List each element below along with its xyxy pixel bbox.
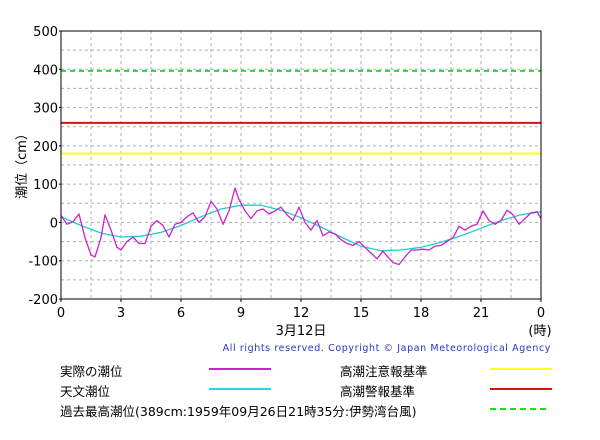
legend-actual-swatch: [209, 368, 271, 370]
y-tick-label: -100: [28, 255, 58, 270]
x-tick-label: 0: [537, 306, 545, 321]
y-tick-label: 0: [50, 216, 58, 231]
y-tick-label: 100: [33, 178, 58, 193]
y-tick-label: 500: [33, 25, 58, 40]
x-tick-label: 18: [413, 306, 430, 321]
x-axis-label: 3月12日: [276, 324, 327, 339]
legend-record-swatch: [490, 408, 546, 410]
copyright-notice: All rights reserved. Copyright © Japan M…: [222, 343, 551, 354]
x-axis-unit: (時): [528, 324, 551, 339]
y-tick-label: 200: [33, 140, 58, 155]
legend-warning-swatch: [490, 388, 552, 390]
x-tick-label: 9: [237, 306, 245, 321]
y-axis-label: 潮位（cm）: [15, 127, 30, 199]
legend-astronomical-swatch: [209, 388, 271, 390]
legend-astronomical-label: 天文潮位: [60, 384, 111, 399]
y-tick-label: -200: [28, 293, 58, 308]
tide-chart: 500 400 300 200 100 0 -100 -200 0 3 6 9 12 15 18 21 0 潮…: [15, 25, 552, 339]
series-lines: [60, 187, 542, 266]
x-tick-label: 6: [177, 306, 185, 321]
y-tick-label: 300: [33, 102, 58, 117]
x-tick-labels: 0 3 6 9 12 15 18 21 0: [57, 299, 545, 321]
x-tick-label: 12: [293, 306, 310, 321]
legend-warning-label: 高潮警報基準: [340, 384, 416, 399]
legend-advisory-swatch: [490, 368, 552, 370]
astronomical-tide-line: [60, 204, 542, 252]
legend-actual-label: 実際の潮位: [60, 364, 123, 379]
y-tick-labels: 500 400 300 200 100 0 -100 -200: [28, 25, 61, 308]
actual-tide-line: [60, 187, 542, 266]
x-tick-label: 21: [473, 306, 490, 321]
legend-record-label: 過去最高潮位(389cm:1959年09月26日21時35分:伊勢湾台風): [60, 404, 417, 419]
threshold-lines: [61, 69, 541, 155]
x-tick-label: 15: [353, 306, 370, 321]
grid-lines: [61, 31, 541, 299]
y-tick-label: 400: [33, 63, 58, 78]
x-tick-label: 0: [57, 306, 65, 321]
legend-advisory-label: 高潮注意報基準: [340, 364, 428, 379]
x-tick-label: 3: [117, 306, 125, 321]
